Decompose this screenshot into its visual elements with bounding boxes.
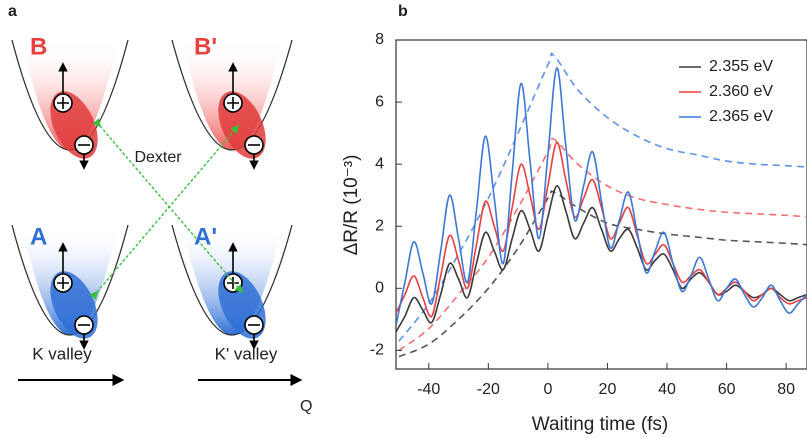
panel-a: a [8, 3, 312, 415]
valley-label: A [30, 223, 47, 250]
panel-label: b [398, 3, 408, 20]
y-tick-label: 8 [375, 31, 384, 48]
fit-line [398, 190, 807, 358]
legend-label: 2.365 eV [709, 108, 773, 125]
transfer-label: Dexter [134, 149, 182, 166]
dexter-arrows [89, 118, 244, 300]
x-tick-label: 60 [718, 381, 736, 398]
x-axis-label: Waiting time (fs) [532, 414, 669, 435]
fit-line [398, 52, 807, 342]
x-tick-label: -20 [477, 381, 500, 398]
y-axis-label: ΔR/R (10⁻³) [341, 155, 362, 256]
valley-label: B [30, 33, 47, 60]
valley-label: B' [194, 33, 217, 60]
x-tick-label: 0 [543, 381, 552, 398]
plot-area [396, 52, 807, 358]
y-tick-label: -2 [370, 342, 384, 359]
x-tick-label: 40 [658, 381, 676, 398]
data-line [396, 67, 807, 326]
valley-name: K' valley [215, 344, 278, 363]
data-line [396, 185, 807, 333]
x-tick-label: 20 [599, 381, 617, 398]
plot-frame [395, 39, 807, 370]
legend-label: 2.360 eV [709, 83, 773, 100]
x-tick-label: -40 [417, 381, 440, 398]
y-tick-label: 4 [375, 155, 384, 172]
valley-label: A' [194, 223, 217, 250]
y-tick-label: 2 [375, 217, 384, 234]
axis-label: Q [300, 398, 312, 415]
carriers [53, 62, 264, 350]
y-tick-label: 6 [375, 93, 384, 110]
y-tick-label: 0 [375, 280, 384, 297]
data-line [396, 141, 807, 318]
panel-label: a [8, 3, 17, 20]
x-tick-label: 80 [777, 381, 795, 398]
valley-name: K valley [32, 344, 92, 363]
legend-label: 2.355 eV [709, 58, 773, 75]
